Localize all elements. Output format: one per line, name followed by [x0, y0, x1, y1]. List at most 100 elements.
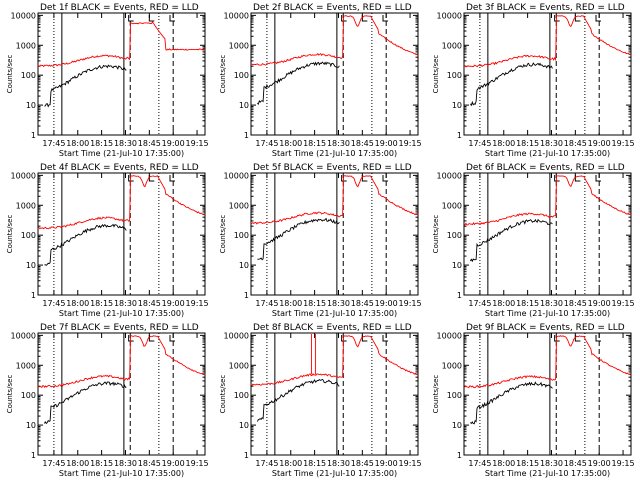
- series-events-line: [44, 64, 127, 108]
- y-tick-label: 1000: [442, 361, 462, 370]
- panel-title: Det 6f BLACK = Events, RED = LLD: [466, 163, 625, 173]
- panel-title: Det 7f BLACK = Events, RED = LLD: [40, 323, 199, 333]
- y-tick-label: 10000: [11, 11, 36, 20]
- x-tick-label: 19:15: [399, 139, 422, 148]
- attenuator-marker: [169, 335, 176, 342]
- panel-2f: Det 2f BLACK = Events, RED = LLD 1 10 100 10…: [219, 3, 422, 158]
- x-tick-label: 19:15: [612, 139, 635, 148]
- x-tick-label: 18:00: [279, 459, 302, 468]
- attenuator-marker: [341, 175, 347, 182]
- y-tick-label: 100: [21, 231, 36, 240]
- x-tick-label: 19:00: [375, 459, 398, 468]
- x-tick-label: 18:00: [492, 139, 515, 148]
- attenuator-marker: [341, 15, 347, 22]
- x-tick-label: 18:30: [327, 299, 350, 308]
- x-axis-label: Start Time (21-Jul-10 17:35:00): [272, 149, 397, 158]
- series-lld-line: [463, 175, 632, 226]
- x-tick-label: 18:00: [66, 139, 89, 148]
- series-lld-line: [463, 335, 632, 389]
- attenuator-marker: [169, 175, 176, 182]
- y-tick-label: 10: [26, 261, 36, 270]
- y-tick-label: 10: [239, 261, 249, 270]
- attenuator-marker: [554, 15, 560, 22]
- series-lld-line: [250, 175, 419, 225]
- x-axis-label: Start Time (21-Jul-10 17:35:00): [272, 309, 397, 318]
- y-axis-label: Counts/sec: [6, 55, 14, 94]
- plot-frame: [37, 12, 206, 136]
- attenuator-marker: [382, 15, 389, 22]
- y-axis-label: Counts/sec: [6, 375, 14, 414]
- y-tick-label: 10: [239, 421, 249, 430]
- x-tick-label: 18:30: [540, 139, 563, 148]
- x-tick-label: 19:15: [186, 459, 209, 468]
- x-tick-label: 18:30: [114, 139, 137, 148]
- plot-frame: [250, 12, 419, 136]
- panel-8f: Det 8f BLACK = Events, RED = LLD 1 10 100 10…: [219, 323, 422, 478]
- y-tick-label: 100: [234, 71, 249, 80]
- y-tick-label: 1: [457, 291, 462, 300]
- x-tick-label: 17:45: [468, 299, 491, 308]
- panel-title: Det 2f BLACK = Events, RED = LLD: [253, 3, 412, 13]
- x-tick-label: 18:45: [564, 139, 587, 148]
- plot-frame: [250, 172, 419, 296]
- y-axis-label: Counts/sec: [219, 375, 227, 414]
- x-tick-label: 18:30: [540, 299, 563, 308]
- plot-frame: [37, 172, 206, 296]
- plot-frame: [463, 332, 632, 456]
- x-tick-label: 18:45: [564, 459, 587, 468]
- y-axis-label: Counts/sec: [219, 55, 227, 94]
- y-tick-label: 1000: [229, 201, 249, 210]
- x-tick-label: 18:00: [279, 139, 302, 148]
- x-tick-label: 18:15: [303, 139, 326, 148]
- x-tick-label: 18:45: [351, 139, 374, 148]
- attenuator-marker: [554, 175, 560, 182]
- x-axis-label: Start Time (21-Jul-10 17:35:00): [485, 309, 610, 318]
- y-tick-label: 1: [31, 451, 36, 460]
- x-tick-label: 18:45: [564, 299, 587, 308]
- x-tick-label: 19:00: [162, 139, 185, 148]
- y-tick-label: 10: [26, 421, 36, 430]
- x-tick-label: 18:15: [303, 459, 326, 468]
- attenuator-marker: [128, 175, 134, 182]
- x-axis-label: Start Time (21-Jul-10 17:35:00): [485, 149, 610, 158]
- x-tick-label: 19:00: [588, 299, 611, 308]
- x-tick-label: 18:45: [351, 299, 374, 308]
- panel-5f: Det 5f BLACK = Events, RED = LLD 1 10 100 10…: [219, 163, 422, 318]
- panel-title: Det 3f BLACK = Events, RED = LLD: [466, 3, 625, 13]
- x-tick-label: 19:00: [162, 459, 185, 468]
- y-tick-label: 1: [457, 451, 462, 460]
- y-tick-label: 100: [234, 231, 249, 240]
- y-tick-label: 1000: [442, 41, 462, 50]
- panel-6f: Det 6f BLACK = Events, RED = LLD 1 10 100 10…: [432, 163, 635, 318]
- x-axis-label: Start Time (21-Jul-10 17:35:00): [59, 309, 184, 318]
- x-tick-label: 18:30: [114, 299, 137, 308]
- y-tick-label: 1: [31, 291, 36, 300]
- attenuator-marker: [382, 335, 389, 342]
- attenuator-marker: [595, 175, 602, 182]
- x-tick-label: 19:00: [162, 299, 185, 308]
- x-tick-label: 18:00: [492, 459, 515, 468]
- y-tick-label: 10000: [11, 331, 36, 340]
- attenuator-marker: [382, 175, 389, 182]
- x-tick-label: 18:30: [540, 459, 563, 468]
- series-events-line: [469, 218, 553, 263]
- y-tick-label: 100: [447, 71, 462, 80]
- x-tick-label: 18:45: [138, 459, 161, 468]
- panel-7f: Det 7f BLACK = Events, RED = LLD 1 10 100 10…: [6, 323, 209, 478]
- series-events-line: [257, 61, 340, 106]
- y-tick-label: 10000: [11, 171, 36, 180]
- y-tick-label: 10000: [437, 171, 462, 180]
- x-tick-label: 19:15: [612, 459, 635, 468]
- x-tick-label: 18:15: [90, 139, 113, 148]
- y-tick-label: 100: [21, 71, 36, 80]
- y-tick-label: 10000: [437, 11, 462, 20]
- attenuator-marker: [341, 335, 347, 342]
- series-lld-line: [463, 15, 632, 68]
- y-tick-label: 1: [244, 291, 249, 300]
- series-lld-line: [37, 21, 206, 68]
- x-tick-label: 18:15: [90, 459, 113, 468]
- series-lld-line: [37, 335, 206, 389]
- panel-title: Det 1f BLACK = Events, RED = LLD: [40, 3, 199, 13]
- x-tick-label: 17:45: [468, 139, 491, 148]
